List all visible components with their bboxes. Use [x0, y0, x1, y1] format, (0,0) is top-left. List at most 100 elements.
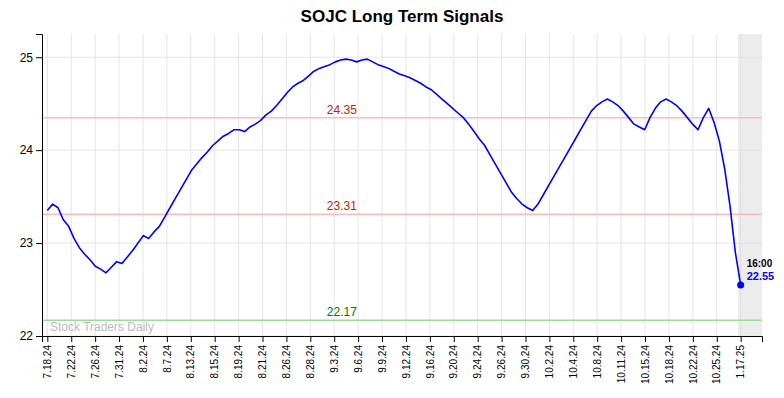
x-grid-line: [119, 34, 120, 336]
x-tick-mark: [430, 336, 431, 342]
x-grid-line: [405, 34, 406, 336]
x-tick-label: 10.25.24: [711, 345, 722, 384]
x-tick-mark: [143, 336, 144, 342]
y-tick-mark: [36, 243, 42, 244]
x-tick-mark: [693, 336, 694, 342]
x-tick-label: 9.24.24: [472, 345, 483, 379]
x-tick-mark: [717, 336, 718, 342]
x-grid-line: [190, 34, 191, 336]
y-tick-label: 22: [20, 329, 34, 343]
chart: 24.3523.3122.17Stock Traders Daily16:002…: [0, 0, 784, 398]
x-tick-mark: [669, 336, 670, 342]
x-tick-label: 9.20.24: [448, 345, 459, 379]
x-tick: 10.2.24: [544, 336, 555, 378]
x-tick-label: 9.3.24: [329, 345, 340, 373]
x-tick: 8.13.24: [185, 336, 196, 378]
price-line: [47, 59, 740, 285]
x-tick-mark: [215, 336, 216, 342]
x-grid-line: [501, 34, 502, 336]
x-grid-line: [692, 34, 693, 336]
x-tick: 7.26.24: [90, 336, 101, 378]
x-tick-mark: [334, 336, 335, 342]
x-tick-mark: [502, 336, 503, 342]
x-tick-label: 10.11.24: [616, 345, 627, 384]
x-tick-mark: [310, 336, 311, 342]
x-tick: 10.18.24: [664, 336, 675, 384]
x-tick-label: 7.22.24: [66, 345, 77, 379]
x-tick: 1.17.25: [735, 336, 746, 378]
x-tick-label: 1.17.25: [735, 345, 746, 379]
y-grid-line: [42, 150, 762, 151]
x-grid-line: [645, 34, 646, 336]
x-tick: 7.22.24: [66, 336, 77, 378]
x-tick-label: 9.9.24: [377, 345, 388, 373]
level-line: [42, 214, 762, 216]
x-tick-label: 10.2.24: [544, 345, 555, 379]
x-grid-line: [142, 34, 143, 336]
x-tick: 10.4.24: [568, 336, 579, 378]
x-tick-mark: [95, 336, 96, 342]
x-grid-line: [334, 34, 335, 336]
x-axis: 7.18.24 7.22.24 7.26.24 7.31.24 8.2.24 8.7.24…: [42, 336, 762, 384]
x-tick-label: 9.30.24: [520, 345, 531, 379]
y-tick-label: 23: [20, 236, 34, 250]
x-tick-mark: [286, 336, 287, 342]
y-grid-line: [42, 57, 762, 58]
x-tick-mark: [382, 336, 383, 342]
x-grid-line: [477, 34, 478, 336]
x-tick-label: 9.16.24: [425, 345, 436, 379]
y-tick: 24: [20, 143, 42, 157]
x-tick: 8.7.24: [162, 336, 173, 373]
y-tick-mark: [36, 150, 42, 151]
x-tick: 8.2.24: [138, 336, 149, 373]
x-tick-mark: [454, 336, 455, 342]
x-tick-mark: [167, 336, 168, 342]
y-tick-label: 24: [20, 143, 34, 157]
grid: [42, 34, 762, 336]
y-tick-mark: [36, 57, 42, 58]
x-tick-label: 7.18.24: [42, 345, 53, 379]
x-tick: 9.6.24: [353, 336, 364, 373]
x-tick-label: 9.26.24: [496, 345, 507, 379]
x-tick-mark: [525, 336, 526, 342]
x-grid-line: [47, 34, 48, 336]
x-tick-label: 7.31.24: [114, 345, 125, 379]
x-tick-mark: [358, 336, 359, 342]
watermark: Stock Traders Daily: [50, 320, 154, 334]
x-tick: 9.16.24: [425, 336, 436, 378]
x-grid-line: [453, 34, 454, 336]
x-tick: 10.25.24: [711, 336, 722, 384]
x-tick-label: 8.26.24: [281, 345, 292, 379]
x-tick-mark: [573, 336, 574, 342]
endpoint-dot: [737, 281, 744, 288]
x-tick-label: 8.7.24: [162, 345, 173, 373]
x-tick: 9.24.24: [472, 336, 483, 378]
x-tick-label: 10.22.24: [688, 345, 699, 384]
x-grid-line: [429, 34, 430, 336]
x-tick: 9.26.24: [496, 336, 507, 378]
x-tick: 10.15.24: [640, 336, 651, 384]
x-tick-label: 10.15.24: [640, 345, 651, 384]
x-grid-line: [166, 34, 167, 336]
x-tick-label: 10.4.24: [568, 345, 579, 379]
endpoint-time: 16:00: [747, 258, 773, 269]
x-tick: 7.18.24: [42, 336, 53, 378]
x-tick-label: 8.19.24: [233, 345, 244, 379]
y-tick: 22: [20, 329, 42, 343]
x-tick-mark: [263, 336, 264, 342]
x-grid-line: [238, 34, 239, 336]
x-tick-mark: [71, 336, 72, 342]
y-axis: 22232425: [20, 35, 43, 344]
x-tick: 8.15.24: [209, 336, 220, 378]
x-tick-mark: [621, 336, 622, 342]
level-line: [42, 117, 762, 119]
x-tick-label: 8.21.24: [257, 345, 268, 379]
level-label: 24.35: [327, 103, 357, 117]
endpoint-value: 22.55: [747, 270, 775, 282]
shaded-region: [738, 34, 762, 336]
x-tick: 9.3.24: [329, 336, 340, 373]
x-tick-mark: [741, 336, 742, 342]
y-axis-line: [36, 35, 43, 337]
x-tick-mark: [47, 336, 48, 342]
x-tick-label: 9.12.24: [401, 345, 412, 379]
